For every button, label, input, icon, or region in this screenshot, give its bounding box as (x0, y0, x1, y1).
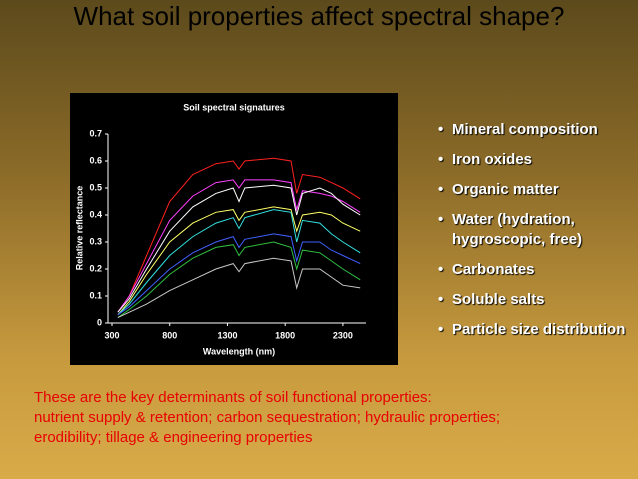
series-line (117, 241, 361, 319)
footer: These are the key determinants of soil f… (34, 388, 634, 448)
x-tick-label: 1300 (217, 330, 237, 340)
chart-background (70, 93, 398, 365)
footer-line: erodibility; tillage & engineering prope… (34, 429, 313, 446)
slide-title: What soil properties affect spectral sha… (73, 1, 565, 31)
y-tick-label: 0.2 (89, 263, 102, 273)
footer-line: nutrient supply & retention; carbon sequ… (34, 409, 501, 426)
x-tick-label: 800 (162, 330, 177, 340)
y-tick-label: 0.6 (89, 155, 102, 165)
x-axis-label: Wavelength (nm) (203, 346, 275, 356)
x-tick-label: 2300 (333, 330, 353, 340)
bullet: Water (hydration, hygroscopic, free) (438, 210, 633, 250)
bullet: Iron oxides (438, 150, 633, 170)
y-tick-label: 0.5 (89, 182, 102, 192)
series-line (117, 184, 361, 313)
y-tick-label: 0.7 (89, 128, 102, 138)
y-tick-label: 0.4 (89, 209, 102, 219)
bullet: Carbonates (438, 260, 633, 280)
bullet: Soluble salts (438, 290, 633, 310)
series-line (117, 233, 361, 316)
footer-line: These are the key determinants of soil f… (34, 389, 432, 406)
x-tick-label: 1800 (275, 330, 295, 340)
bullet: Organic matter (438, 180, 633, 200)
bullet: Particle size distribution (438, 320, 633, 340)
chart-title: Soil spectral signatures (183, 102, 285, 112)
y-tick-label: 0 (97, 317, 102, 327)
series-line (117, 209, 361, 316)
series-line (117, 257, 361, 319)
series-line (117, 179, 361, 313)
bullet: Mineral composition (438, 120, 633, 140)
x-tick-label: 300 (104, 330, 119, 340)
series-line (117, 206, 361, 316)
y-tick-label: 0.3 (89, 236, 102, 246)
y-tick-label: 0.1 (89, 290, 102, 300)
series-line (117, 157, 361, 313)
chart: Soil spectral signatures Wavelength (nm)… (70, 93, 398, 365)
bullet-list: Mineral composition Iron oxides Organic ma… (438, 120, 633, 350)
y-axis-label: Relative reflectance (74, 186, 84, 271)
